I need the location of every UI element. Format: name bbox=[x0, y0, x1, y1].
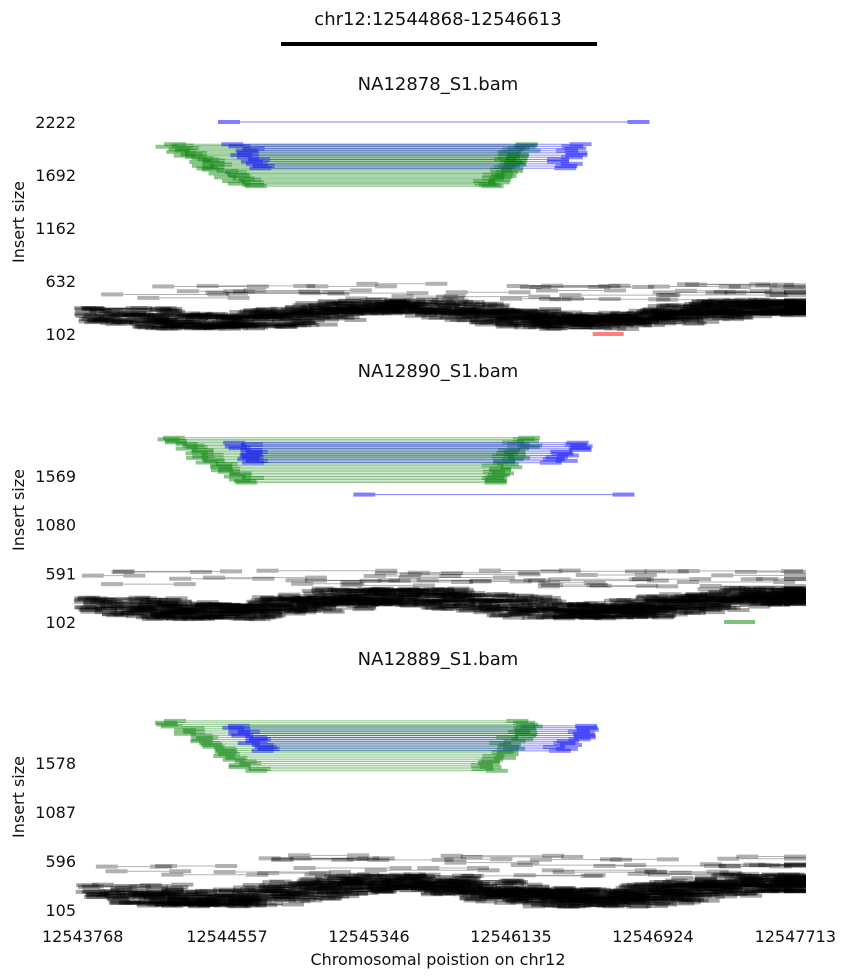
x-ticks: 12543768 12544557 12545346 12546135 12546924… bbox=[42, 927, 836, 946]
normal-pair bbox=[445, 861, 540, 865]
y-tick-label: 1080 bbox=[35, 516, 76, 535]
panel-title: NA12890_S1.bam bbox=[358, 361, 519, 382]
normal-pair bbox=[82, 574, 146, 578]
normal-pair bbox=[446, 290, 531, 294]
x-tick-label: 12546924 bbox=[612, 927, 693, 946]
y-ticks: 105 596 1087 1578 bbox=[35, 754, 76, 920]
y-tick-label: 2222 bbox=[35, 113, 76, 132]
normal-pair bbox=[540, 569, 666, 573]
read-pairs bbox=[74, 436, 806, 624]
panel-na12890: NA12890_S1.bam Insert size 102 591 1080 156… bbox=[9, 361, 806, 632]
y-ticks: 102 632 1162 1692 2222 bbox=[35, 113, 76, 344]
y-axis-label: Insert size bbox=[9, 181, 28, 263]
normal-pair bbox=[771, 308, 806, 312]
y-tick-label: 591 bbox=[45, 564, 76, 583]
y-tick-label: 105 bbox=[45, 901, 76, 920]
x-tick-label: 12545346 bbox=[328, 927, 409, 946]
read-pairs bbox=[76, 719, 806, 909]
x-tick-label: 12547713 bbox=[755, 927, 836, 946]
normal-pair bbox=[536, 288, 626, 292]
normal-pair bbox=[600, 857, 679, 861]
x-axis-label: Chromosomal poistion on chr12 bbox=[310, 950, 565, 969]
normal-pair bbox=[113, 569, 242, 573]
y-tick-label: 102 bbox=[45, 613, 76, 632]
x-tick-label: 12546135 bbox=[470, 927, 551, 946]
normal-pair bbox=[593, 864, 726, 868]
normal-pair bbox=[155, 864, 237, 868]
normal-pair bbox=[768, 597, 806, 601]
normal-pair bbox=[559, 293, 680, 297]
y-tick-label: 1692 bbox=[35, 166, 76, 185]
x-tick-label: 12543768 bbox=[42, 927, 123, 946]
y-tick-label: 1569 bbox=[35, 467, 76, 486]
normal-pair bbox=[106, 869, 192, 873]
y-tick-label: 596 bbox=[45, 852, 76, 871]
normal-pair bbox=[306, 284, 397, 288]
panel-title: NA12889_S1.bam bbox=[358, 649, 519, 670]
normal-pair bbox=[417, 866, 489, 870]
y-tick-label: 1578 bbox=[35, 754, 76, 773]
x-tick-label: 12544557 bbox=[186, 927, 267, 946]
normal-pair bbox=[576, 573, 657, 577]
normal-pair bbox=[101, 582, 196, 586]
normal-pair bbox=[711, 573, 806, 577]
y-tick-label: 1162 bbox=[35, 219, 76, 238]
normal-pair bbox=[775, 878, 806, 882]
deletion-pair bbox=[724, 620, 755, 624]
normal-pair bbox=[256, 569, 397, 573]
y-tick-label: 632 bbox=[45, 272, 76, 291]
panel-na12889: NA12889_S1.bam Insert size 105 596 1087 157… bbox=[9, 649, 806, 920]
inversion-pair bbox=[593, 332, 624, 336]
normal-pair bbox=[294, 866, 412, 870]
y-axis-label: Insert size bbox=[9, 756, 28, 838]
y-tick-label: 102 bbox=[45, 325, 76, 344]
normal-pair bbox=[137, 296, 249, 300]
read-pairs bbox=[74, 120, 806, 336]
figure-title: chr12:12544868-12546613 bbox=[314, 9, 561, 30]
panel-title: NA12878_S1.bam bbox=[358, 74, 519, 95]
y-ticks: 102 591 1080 1569 bbox=[35, 467, 76, 632]
normal-pair bbox=[288, 853, 369, 857]
normal-pair bbox=[436, 295, 550, 299]
duplication-pair bbox=[218, 120, 649, 124]
panel-na12878: NA12878_S1.bam Insert size 102 632 1162 169… bbox=[9, 74, 806, 344]
normal-pair bbox=[736, 855, 806, 859]
y-axis-label: Insert size bbox=[9, 469, 28, 551]
y-tick-label: 1087 bbox=[35, 803, 76, 822]
duplication-pair bbox=[353, 493, 634, 497]
normal-pair bbox=[356, 282, 447, 286]
